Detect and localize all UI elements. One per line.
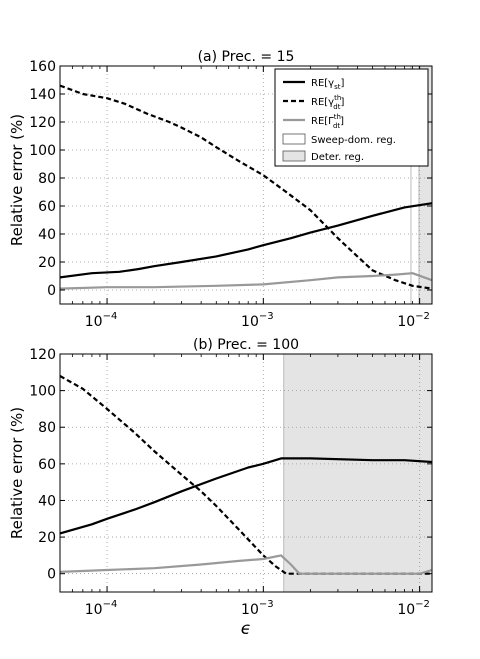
y-tick-label: 20 [38, 530, 56, 546]
legend-label: RE[γst] [311, 78, 345, 91]
legend: RE[γst] RE[γth dt] RE[Γth dt] Sweep-dom. reg.… [274, 68, 429, 167]
y-tick-label: 80 [38, 420, 56, 436]
y-axis-label-top: Relative error (%) [8, 114, 26, 246]
y-tick-label: 0 [47, 567, 56, 583]
y-tick-label: 120 [29, 115, 56, 131]
y-tick-label: 100 [29, 143, 56, 159]
legend-label: Sweep-dom. reg. [311, 135, 396, 146]
series-line-0 [60, 202, 432, 279]
x-axis-label: ϵ [241, 619, 251, 639]
x-tick-label: 10−2 [397, 311, 430, 330]
legend-region-swatch [282, 133, 306, 145]
y-tick-label: 60 [38, 457, 56, 473]
legend-label: Deter. reg. [311, 152, 364, 163]
x-tick-label: 10−4 [85, 311, 118, 330]
x-tick-label: 10−3 [241, 311, 274, 330]
y-tick-label: 80 [38, 171, 56, 187]
region-0 [410, 66, 419, 304]
x-tick-label: 10−2 [397, 599, 430, 618]
y-tick-label: 40 [38, 227, 56, 243]
y-tick-label: 60 [38, 199, 56, 215]
y-tick-label: 120 [29, 347, 56, 363]
y-tick-label: 0 [47, 283, 56, 299]
legend-region-swatch [282, 150, 306, 162]
panel-a: 0 20 40 60 80 100 120 140 160 10−4 10−3 10−2 (a) Pre… [29, 49, 433, 330]
plot-frame [59, 65, 433, 305]
series-line-2 [60, 554, 432, 575]
chart-title: (a) Prec. = 15 [198, 49, 295, 65]
legend-label: RE[Γth dt] [311, 113, 344, 130]
plot-frame [59, 353, 433, 593]
y-tick-label: 140 [29, 87, 56, 103]
x-tick-label: 10−4 [85, 599, 118, 618]
y-tick-label: 40 [38, 493, 56, 509]
chart-title: (b) Prec. = 100 [193, 337, 299, 353]
y-tick-label: 20 [38, 255, 56, 271]
legend-label: RE[γth dt] [311, 94, 344, 111]
y-tick-label: 160 [29, 59, 56, 75]
x-tick-label: 10−3 [241, 599, 274, 618]
region-0 [283, 354, 432, 592]
series-line-2 [60, 272, 432, 290]
series-line-0 [60, 457, 432, 535]
panel-b: 0 20 40 60 80 100 120 10−4 10−3 10−2 (b) Prec. = 1… [29, 337, 433, 618]
y-tick-label: 100 [29, 384, 56, 400]
series-line-1 [60, 84, 432, 290]
y-axis-label-bottom: Relative error (%) [8, 407, 26, 539]
